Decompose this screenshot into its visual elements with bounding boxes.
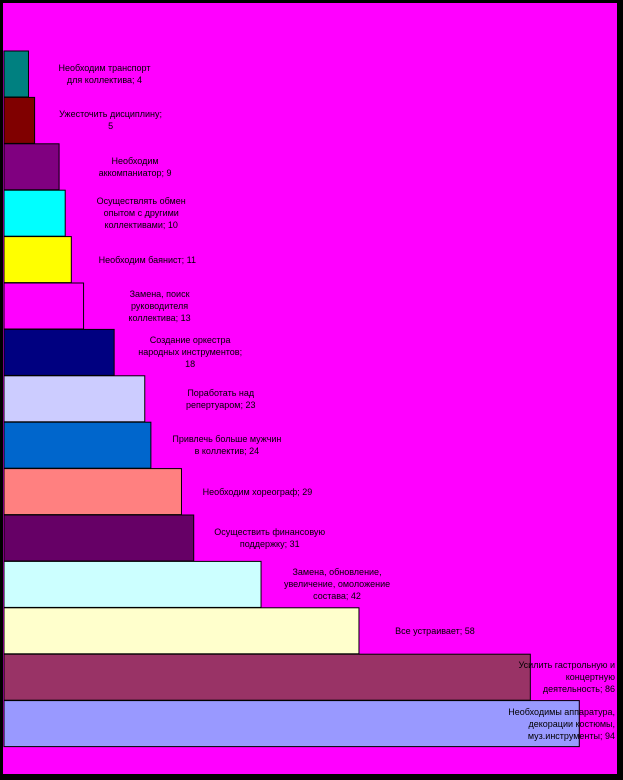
bar xyxy=(3,96,36,144)
data-label: Создание оркестра народных инструментов;… xyxy=(138,335,243,370)
data-label: Поработать над репертуаром; 23 xyxy=(185,387,256,410)
data-label: Замена, поиск руководителя коллектива; 1… xyxy=(128,289,191,323)
data-label: Необходим хореограф; 29 xyxy=(202,486,313,497)
data-label: Все устраивает; 58 xyxy=(395,625,475,636)
data-label: Усилить гастрольную и концертную деятель… xyxy=(518,660,615,695)
data-label: Необходим транспорт для коллектива; 4 xyxy=(58,63,151,85)
data-label: Осуществлять обмен опытом с другими колл… xyxy=(96,196,186,231)
bar xyxy=(3,514,195,562)
bar xyxy=(3,700,580,748)
data-label: Замена, обновление, увеличение, омоложен… xyxy=(283,567,391,602)
bar xyxy=(3,143,60,191)
bar xyxy=(3,189,66,237)
data-label: Осуществить финансовую поддержку; 31 xyxy=(214,527,326,549)
data-label: Необходим аккомпаниатор; 9 xyxy=(98,155,172,178)
bars-svg xyxy=(3,50,580,748)
bar xyxy=(3,375,146,423)
bar xyxy=(3,468,182,516)
data-label: Ужесточить дисциплину; 5 xyxy=(59,109,163,132)
bar xyxy=(3,653,531,701)
bar xyxy=(3,560,262,608)
data-label: Привлечь больше мужчин в коллектив; 24 xyxy=(172,434,282,457)
data-label: Необходим баянист; 11 xyxy=(98,254,196,265)
bar xyxy=(3,50,29,98)
data-label: Необходимы аппаратура, декорации костюмы… xyxy=(508,706,615,741)
chart-area: Необходим транспорт для коллектива; 4 Уже… xyxy=(3,3,617,774)
bar xyxy=(3,328,115,376)
bar xyxy=(3,421,152,469)
bar xyxy=(3,236,72,284)
bar xyxy=(3,282,85,330)
bar xyxy=(3,607,360,655)
